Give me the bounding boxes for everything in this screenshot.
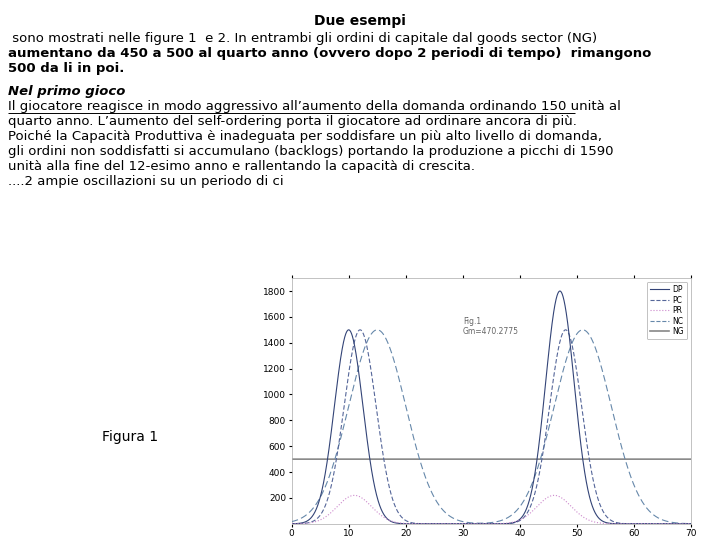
Text: Figura 1: Figura 1 (102, 430, 158, 444)
Text: 500 da li in poi.: 500 da li in poi. (8, 62, 125, 75)
Text: Nel primo gioco: Nel primo gioco (8, 85, 125, 98)
Text: Fig.1
Gm=470.2775: Fig.1 Gm=470.2775 (463, 317, 519, 336)
Text: unità alla fine del 12-esimo anno e rallentando la capacità di crescita.: unità alla fine del 12-esimo anno e rall… (8, 160, 475, 173)
Text: Due esempi: Due esempi (314, 14, 406, 28)
Text: ....2 ampie oscillazioni su un periodo di ci: ....2 ampie oscillazioni su un periodo d… (8, 175, 284, 188)
Text: aumentano da 450 a 500 al quarto anno (ovvero dopo 2 periodi di tempo)  rimangon: aumentano da 450 a 500 al quarto anno (o… (8, 47, 652, 60)
Legend: DP, PC, PR, NC, NG: DP, PC, PR, NC, NG (647, 282, 688, 339)
Text: quarto anno. L’aumento del self-ordering porta il giocatore ad ordinare ancora d: quarto anno. L’aumento del self-ordering… (8, 115, 577, 128)
Text: sono mostrati nelle figure 1  e 2. In entrambi gli ordini di capitale dal goods : sono mostrati nelle figure 1 e 2. In ent… (8, 32, 597, 45)
Text: Poiché la Capacità Produttiva è inadeguata per soddisfare un più alto livello di: Poiché la Capacità Produttiva è inadegua… (8, 130, 602, 143)
Text: gli ordini non soddisfatti si accumulano (backlogs) portando la produzione a pic: gli ordini non soddisfatti si accumulano… (8, 145, 613, 158)
Text: Il giocatore reagisce in modo aggressivo all’aumento della domanda ordinando 150: Il giocatore reagisce in modo aggressivo… (8, 100, 621, 113)
